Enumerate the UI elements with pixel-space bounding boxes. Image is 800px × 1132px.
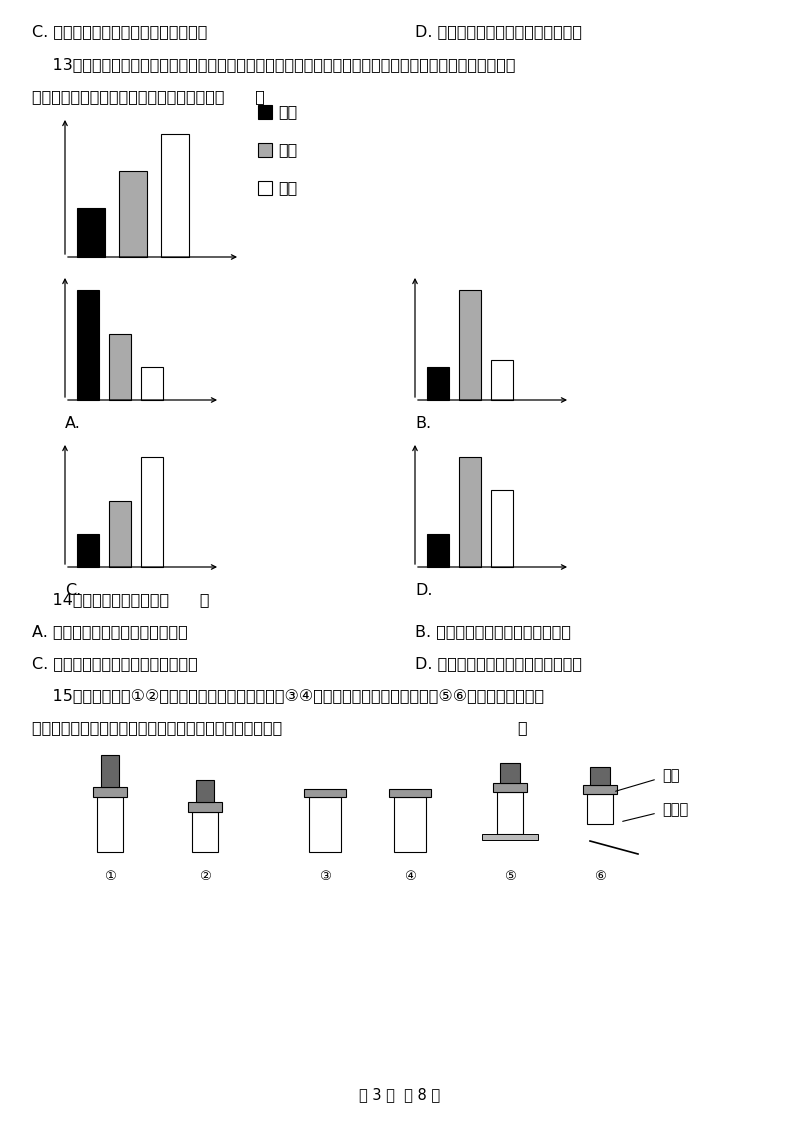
- Bar: [77, 534, 99, 567]
- Bar: [109, 501, 131, 567]
- Bar: [482, 834, 538, 840]
- Bar: [590, 767, 610, 784]
- Text: B.: B.: [415, 415, 431, 431]
- Text: 成了棕色。则污染后蛾的数量变化最可能是（      ）: 成了棕色。则污染后蛾的数量变化最可能是（ ）: [32, 89, 265, 104]
- Bar: [491, 490, 513, 567]
- Text: C.: C.: [65, 583, 82, 598]
- Text: ⑥: ⑥: [594, 871, 606, 883]
- Bar: [258, 105, 272, 119]
- Bar: [192, 812, 218, 852]
- Bar: [141, 457, 163, 567]
- Text: 白色: 白色: [278, 180, 298, 196]
- Bar: [258, 143, 272, 157]
- Bar: [459, 457, 481, 567]
- Text: 棕色: 棕色: [278, 104, 298, 120]
- Bar: [389, 789, 431, 797]
- Text: C. 一侧什么都不盖，另一侧盖上玻璃板: C. 一侧什么都不盖，另一侧盖上玻璃板: [32, 24, 207, 38]
- Bar: [101, 755, 119, 787]
- Bar: [97, 797, 123, 852]
- Text: 灰色: 灰色: [278, 143, 298, 157]
- Bar: [258, 181, 272, 195]
- Text: 15．如图所示，①②为两种放大倍数不同的物镜，③④为两种放大倍数不同的目镜，⑤⑥为观察时物镜与玻: 15．如图所示，①②为两种放大倍数不同的物镜，③④为两种放大倍数不同的目镜，⑤⑥…: [32, 688, 544, 703]
- Text: 第 3 页  共 8 页: 第 3 页 共 8 页: [359, 1087, 441, 1101]
- Bar: [459, 290, 481, 400]
- Text: ④: ④: [404, 871, 416, 883]
- Text: ①: ①: [104, 871, 116, 883]
- Text: 片标本间的距离，下列哪种组合观察到的细胞数目最多？（                                              ）: 片标本间的距离，下列哪种组合观察到的细胞数目最多？（ ）: [32, 720, 528, 735]
- Bar: [77, 290, 99, 400]
- Bar: [427, 534, 449, 567]
- Bar: [77, 207, 105, 257]
- Bar: [93, 787, 127, 797]
- Bar: [141, 367, 163, 400]
- Bar: [394, 797, 426, 852]
- Bar: [427, 367, 449, 400]
- Text: A. 生物的环境是指生物的生存地点: A. 生物的环境是指生物的生存地点: [32, 624, 188, 638]
- Bar: [497, 792, 523, 834]
- Text: ⑤: ⑤: [504, 871, 516, 883]
- Bar: [304, 789, 346, 797]
- Text: C. 生物既受环境影响，也能影响环境: C. 生物既受环境影响，也能影响环境: [32, 657, 198, 671]
- Bar: [583, 784, 617, 794]
- Bar: [500, 763, 520, 783]
- Text: 13．某山村有棕色、灰色、白色三种颜色的蛾，它们的数量如左下图所示。近年来，由于环境污染，树木变: 13．某山村有棕色、灰色、白色三种颜色的蛾，它们的数量如左下图所示。近年来，由于…: [32, 57, 515, 72]
- Text: ②: ②: [199, 871, 211, 883]
- Bar: [309, 797, 341, 852]
- Bar: [161, 134, 189, 257]
- Bar: [493, 783, 527, 792]
- Text: D.: D.: [415, 583, 433, 598]
- Bar: [119, 171, 147, 257]
- Text: ③: ③: [319, 871, 331, 883]
- Bar: [196, 780, 214, 801]
- Text: 载玻片: 载玻片: [662, 803, 688, 817]
- Text: 14．下列说法正确的是（      ）: 14．下列说法正确的是（ ）: [32, 592, 210, 607]
- Text: D. 同种生物的个体之间只有竞争关系: D. 同种生物的个体之间只有竞争关系: [415, 657, 582, 671]
- Bar: [587, 794, 613, 824]
- Text: 物镜: 物镜: [662, 769, 679, 783]
- Bar: [491, 360, 513, 400]
- Text: D. 一侧盖上纸板，另一侧也盖上纸板: D. 一侧盖上纸板，另一侧也盖上纸板: [415, 24, 582, 38]
- Bar: [188, 801, 222, 812]
- Text: A.: A.: [65, 415, 81, 431]
- Bar: [109, 334, 131, 400]
- Text: B. 非生物因素只有阳光、温度和水: B. 非生物因素只有阳光、温度和水: [415, 624, 571, 638]
